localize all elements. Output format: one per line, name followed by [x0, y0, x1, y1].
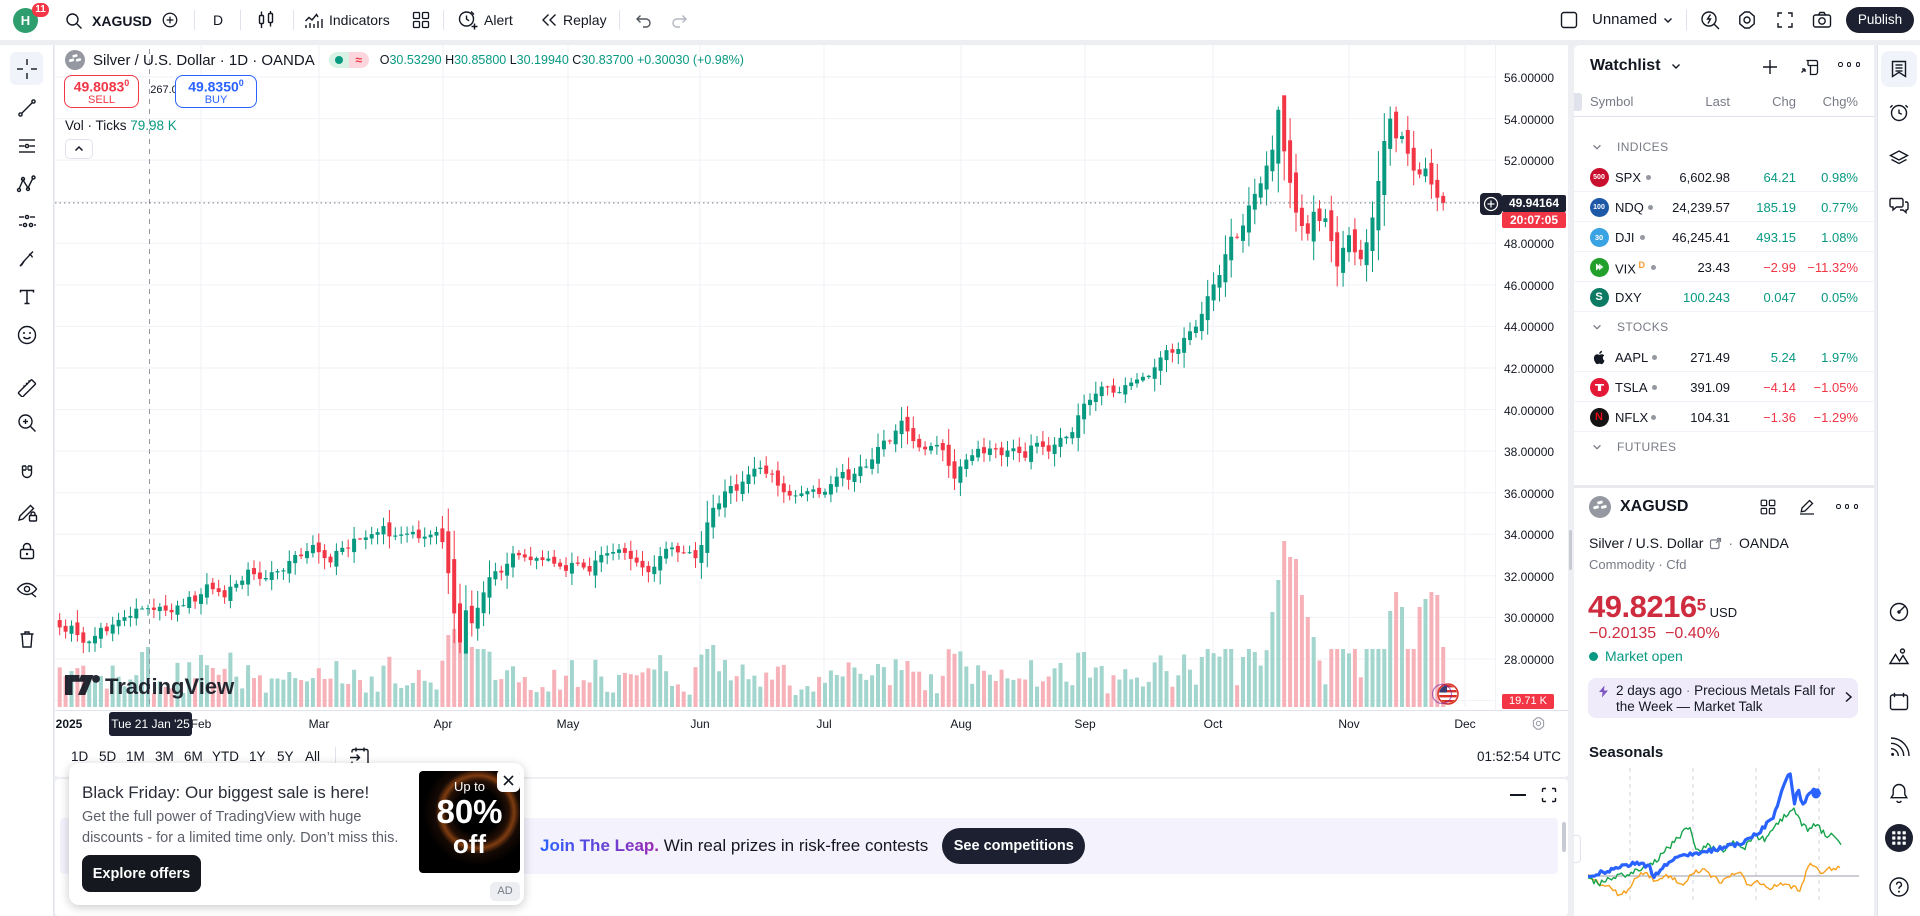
svg-text:TradingView: TradingView [105, 674, 235, 699]
